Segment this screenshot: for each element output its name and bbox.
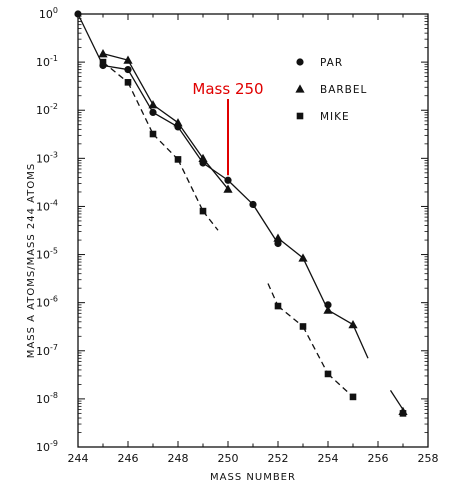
barbel-point (298, 253, 308, 262)
y-axis-label: MASS A ATOMS/MASS 244 ATOMS (26, 163, 37, 358)
par-point (149, 108, 157, 117)
y-tick-label: 10-8 (36, 391, 58, 406)
par-point (124, 65, 132, 74)
barbel-tail-line (389, 390, 404, 410)
x-tick-label: 244 (68, 452, 89, 465)
barbel-legend-label: BARBEL (320, 84, 367, 96)
y-tick-label: 10-4 (36, 198, 58, 213)
barbel-trail-line (352, 324, 369, 359)
x-tick-label: 252 (268, 452, 289, 465)
mike-point (199, 207, 207, 215)
par-point (224, 176, 232, 184)
mike-line-segment (177, 159, 204, 212)
x-tick-label: 248 (168, 452, 189, 465)
y-tick-label: 10-9 (36, 439, 58, 454)
par-line-segment (227, 179, 254, 205)
plot-frame (77, 13, 429, 448)
barbel-point (98, 49, 108, 58)
mike-legend-marker (296, 112, 304, 120)
mike-point (149, 130, 157, 138)
par-line-segment (202, 162, 229, 181)
par-point (324, 301, 332, 309)
barbel-point (323, 305, 333, 314)
barbel-line-segment (127, 59, 154, 106)
y-tick-label: 100 (39, 6, 58, 21)
barbel-point (273, 233, 283, 242)
barbel-line-segment (102, 53, 129, 61)
y-tick-label: 10-3 (36, 150, 58, 165)
par-line-segment (77, 13, 104, 66)
x-tick-label: 256 (368, 452, 389, 465)
barbel-point (148, 100, 158, 109)
y-tick-label: 10-5 (36, 247, 58, 262)
mike-line-segment (277, 305, 304, 327)
x-tick-label: 246 (118, 452, 139, 465)
y-tick-label: 10-2 (36, 102, 58, 117)
mike-line-segment (302, 326, 329, 375)
barbel-line-segment (202, 157, 229, 190)
y-tick-label: 10-7 (36, 343, 58, 358)
par-line-segment (102, 64, 129, 71)
barbel-line-segment (327, 309, 354, 326)
mike-lead-line (267, 283, 279, 307)
par-point (74, 10, 82, 18)
mike-line-segment (102, 61, 129, 83)
x-tick-label: 258 (418, 452, 439, 465)
mike-point (399, 410, 407, 417)
mike-point (349, 393, 357, 401)
y-tick-label: 10-1 (36, 54, 58, 69)
barbel-point (348, 320, 358, 329)
x-tick-label: 250 (218, 452, 239, 465)
mike-point (124, 79, 132, 86)
par-legend-marker (296, 58, 304, 66)
barbel-point (223, 184, 233, 193)
barbel-point (198, 153, 208, 163)
par-line-segment (252, 204, 279, 244)
y-tick-label: 10-6 (36, 295, 58, 310)
x-tick-label: 254 (318, 452, 339, 465)
mike-point (324, 370, 332, 378)
mike-point (99, 58, 107, 66)
x-axis-label: MASS NUMBER (210, 472, 296, 483)
par-line-segment (177, 126, 204, 164)
mike-line-segment (327, 373, 354, 398)
barbel-line-segment (177, 122, 204, 159)
mike-point (274, 302, 282, 310)
par-legend-label: PAR (320, 57, 343, 69)
barbel-legend-marker (295, 84, 305, 93)
mike-line-segment (152, 133, 179, 160)
par-line-segment (127, 69, 154, 113)
mike-point (174, 156, 182, 163)
mike-legend-label: MIKE (320, 111, 350, 123)
mike-point (299, 323, 307, 330)
par-line-segment (152, 111, 179, 128)
barbel-point (123, 55, 133, 64)
barbel-point (173, 118, 183, 127)
barbel-line-segment (302, 257, 329, 311)
par-point (249, 200, 257, 209)
annotation-label: Mass 250 (192, 80, 263, 98)
